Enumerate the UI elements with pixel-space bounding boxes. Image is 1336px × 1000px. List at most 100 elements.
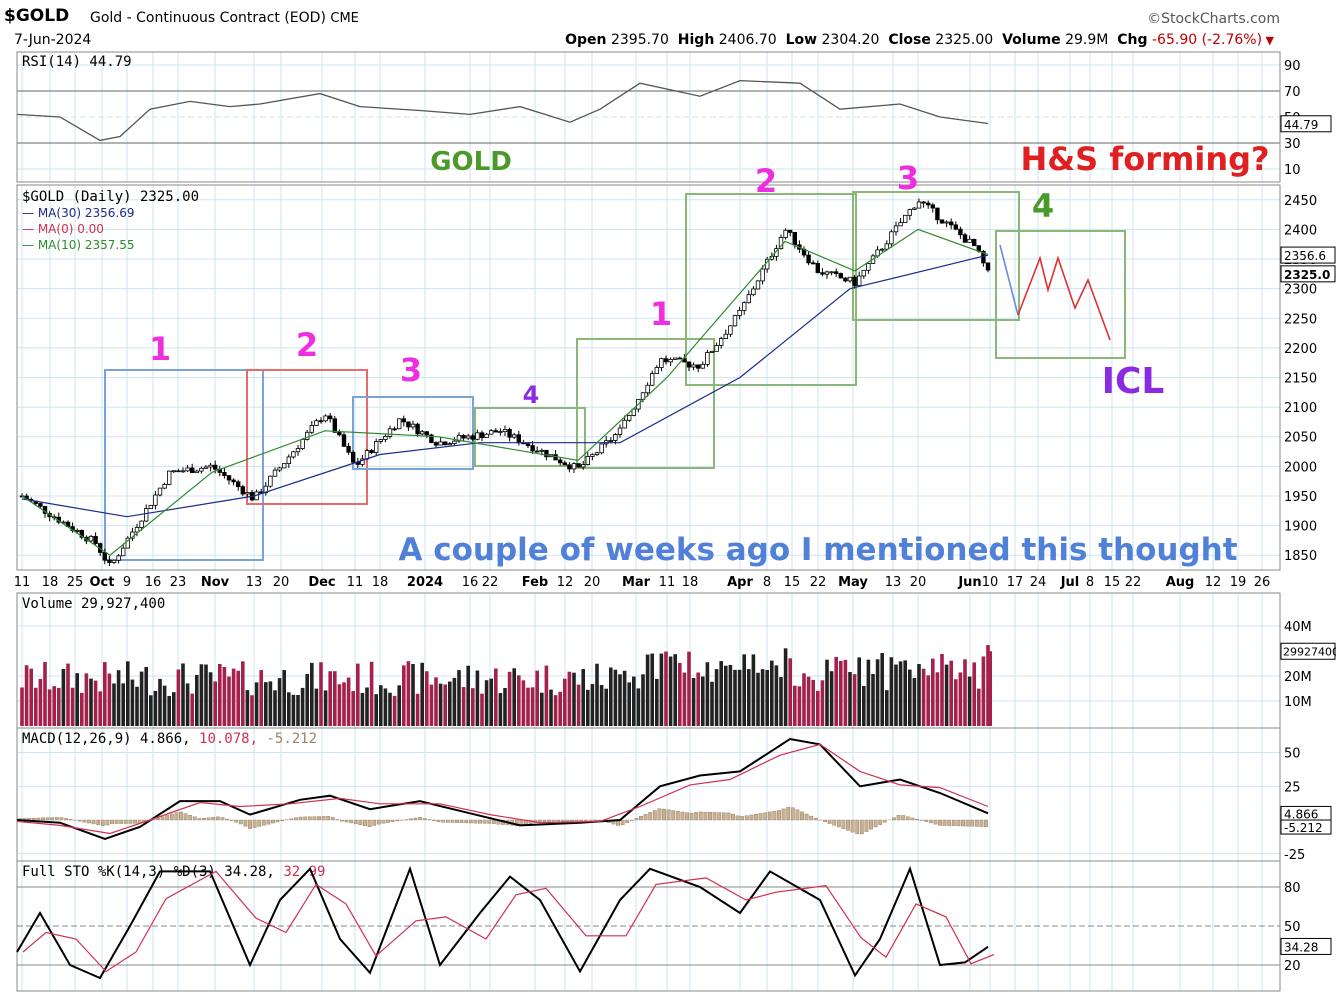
volume-bar xyxy=(213,681,217,726)
price-bar xyxy=(88,535,94,542)
exchange: CME xyxy=(330,11,359,26)
volume-bar xyxy=(590,684,595,726)
volume-bar xyxy=(388,692,392,726)
copyright-icon: © xyxy=(1147,11,1162,27)
macd-histogram-bar xyxy=(795,809,800,821)
volume-bar xyxy=(760,669,765,726)
close-value: 2325.00 xyxy=(935,32,994,48)
macd-histogram-bar xyxy=(800,811,804,821)
price-bar xyxy=(189,467,195,474)
price-bar xyxy=(107,559,112,563)
volume-bar xyxy=(958,672,963,726)
volume-bar xyxy=(365,687,369,726)
volume-bar xyxy=(751,654,756,726)
price-value-tag xyxy=(1280,246,1336,264)
macd-histogram-bar xyxy=(763,812,768,821)
price-bar xyxy=(930,204,935,209)
macd-histogram-bar xyxy=(924,819,929,822)
volume-bar xyxy=(277,678,282,726)
volume-bar xyxy=(848,672,852,726)
macd-histogram-bar xyxy=(786,806,791,821)
price-bar xyxy=(176,470,181,473)
macd-legend: MACD(12,26,9) 4.866, 10.078, -5.212 xyxy=(22,731,317,747)
volume-bar xyxy=(977,688,981,726)
macd-histogram-bar xyxy=(648,812,653,821)
price-value-tag-text: 2356.6 xyxy=(1284,249,1326,263)
volume-bar xyxy=(737,669,742,726)
volume-bar xyxy=(885,690,889,726)
macd-histogram-bar xyxy=(915,818,919,821)
macd-histogram-bar xyxy=(961,819,965,827)
macd-histogram-bar xyxy=(666,809,671,821)
macd-histogram-bar xyxy=(100,819,105,826)
macd-histogram-bar xyxy=(804,813,809,821)
ma10-legend: — MA(10) 2357.55 xyxy=(22,238,134,252)
low-value: 2304.20 xyxy=(821,32,880,48)
price-bar xyxy=(272,469,278,477)
price-bar xyxy=(613,434,618,441)
price-bar xyxy=(668,359,673,363)
macd-histogram-bar xyxy=(832,819,837,826)
volume-bars xyxy=(20,645,992,726)
volume-tick-label: 10M xyxy=(1284,695,1312,710)
volume-bar xyxy=(788,658,792,726)
price-bar xyxy=(663,358,669,363)
date-tick-label: 15 xyxy=(1104,575,1121,590)
volume-bar xyxy=(176,669,181,726)
macd-histogram-bar xyxy=(206,817,211,821)
price-bar xyxy=(737,309,742,316)
down-arrow-icon: ▼ xyxy=(1262,34,1274,47)
volume-bar xyxy=(898,661,903,726)
macd-histogram-bar xyxy=(984,819,988,827)
macd-pane xyxy=(16,727,1281,862)
price-bar xyxy=(153,494,158,506)
volume-label: Volume xyxy=(1002,32,1061,48)
date-tick-label: Jul xyxy=(1060,575,1080,590)
price-bar xyxy=(212,464,218,470)
macd-histogram-bar xyxy=(386,819,390,823)
macd-value-tag-text: 4.866 xyxy=(1284,807,1318,821)
price-bar xyxy=(824,271,830,275)
volume-bar xyxy=(705,662,710,726)
macd-histogram-bar xyxy=(712,812,717,821)
volume-value-tag-text: 29927400 xyxy=(1283,645,1336,658)
annotation-text: 3 xyxy=(400,351,422,389)
volume-bar xyxy=(75,673,79,726)
date-tick-label: 9 xyxy=(123,575,131,590)
price-bar xyxy=(861,269,866,277)
volume-bar xyxy=(351,691,355,726)
macd-histogram-bar xyxy=(275,819,280,823)
macd-histogram-bar xyxy=(266,819,271,825)
volume-bar xyxy=(89,678,93,726)
volume-bar xyxy=(438,683,443,726)
macd-histogram-bar xyxy=(478,819,482,824)
macd-histogram-bar xyxy=(220,817,225,821)
volume-bar xyxy=(967,676,972,726)
volume-bar xyxy=(34,687,38,726)
annotation-text: 2 xyxy=(296,326,318,364)
date-tick-label: 16 xyxy=(462,575,479,590)
contract-description: Gold - Continuous Contract (EOD) CME xyxy=(90,10,359,26)
volume-bar xyxy=(733,669,737,726)
macd-histogram-bar xyxy=(855,819,860,835)
price-bar xyxy=(617,427,623,435)
date-tick-label: 18 xyxy=(372,575,389,590)
rsi-tick-label: 30 xyxy=(1284,137,1301,152)
macd-histogram-bar xyxy=(873,819,878,828)
volume-bar xyxy=(475,670,480,726)
macd-histogram-bar xyxy=(96,819,101,826)
volume-bar xyxy=(282,670,286,726)
volume-bar xyxy=(852,674,857,726)
macd-signal-line xyxy=(16,743,989,835)
volume-bar xyxy=(218,663,222,726)
macd-histogram-bar xyxy=(491,819,496,825)
macd-histogram-bar xyxy=(703,811,708,821)
date-tick-label: 12 xyxy=(557,575,574,590)
date-tick-label: May xyxy=(838,575,868,590)
date-tick-label: 18 xyxy=(42,575,59,590)
macd-histogram-bar xyxy=(183,813,188,821)
volume-bar xyxy=(530,687,535,726)
macd-histogram-bar xyxy=(685,812,689,821)
volume-bar xyxy=(185,683,190,726)
